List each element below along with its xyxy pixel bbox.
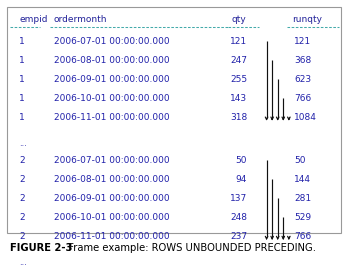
Text: 1: 1: [19, 37, 25, 46]
Text: ...: ...: [19, 258, 27, 267]
Text: 529: 529: [294, 213, 311, 222]
Text: 2006-07-01 00:00:00.000: 2006-07-01 00:00:00.000: [54, 37, 169, 46]
Text: Frame example: ROWS UNBOUNDED PRECEDING.: Frame example: ROWS UNBOUNDED PRECEDING.: [62, 243, 316, 253]
Text: 2006-07-01 00:00:00.000: 2006-07-01 00:00:00.000: [54, 156, 169, 165]
Text: runqty: runqty: [292, 15, 322, 24]
Text: FIGURE 2-3: FIGURE 2-3: [10, 243, 73, 253]
Text: 137: 137: [230, 194, 247, 203]
Text: 2006-11-01 00:00:00.000: 2006-11-01 00:00:00.000: [54, 232, 169, 241]
Text: 144: 144: [294, 175, 311, 184]
Text: 248: 248: [230, 213, 247, 222]
Text: ordermonth: ordermonth: [54, 15, 108, 24]
Text: 1: 1: [19, 56, 25, 65]
Text: 766: 766: [294, 94, 311, 103]
Text: 237: 237: [230, 232, 247, 241]
Text: 623: 623: [294, 75, 311, 84]
Text: 1: 1: [19, 113, 25, 122]
Text: 766: 766: [294, 232, 311, 241]
Text: 2006-10-01 00:00:00.000: 2006-10-01 00:00:00.000: [54, 213, 169, 222]
Text: 121: 121: [294, 37, 311, 46]
Text: 143: 143: [230, 94, 247, 103]
Text: 2: 2: [19, 232, 25, 241]
Text: 2006-09-01 00:00:00.000: 2006-09-01 00:00:00.000: [54, 75, 169, 84]
Text: 2: 2: [19, 194, 25, 203]
Text: 318: 318: [230, 113, 247, 122]
Text: 1084: 1084: [294, 113, 317, 122]
Text: 2: 2: [19, 156, 25, 165]
Text: 2006-08-01 00:00:00.000: 2006-08-01 00:00:00.000: [54, 56, 169, 65]
Text: 2006-09-01 00:00:00.000: 2006-09-01 00:00:00.000: [54, 194, 169, 203]
Text: 281: 281: [294, 194, 311, 203]
Text: 368: 368: [294, 56, 311, 65]
FancyBboxPatch shape: [7, 7, 341, 233]
Text: 2006-10-01 00:00:00.000: 2006-10-01 00:00:00.000: [54, 94, 169, 103]
Text: 2: 2: [19, 175, 25, 184]
Text: empid: empid: [19, 15, 48, 24]
Text: 2006-08-01 00:00:00.000: 2006-08-01 00:00:00.000: [54, 175, 169, 184]
Text: 121: 121: [230, 37, 247, 46]
Text: 1: 1: [19, 75, 25, 84]
Text: 247: 247: [230, 56, 247, 65]
Text: 255: 255: [230, 75, 247, 84]
Text: qty: qty: [231, 15, 246, 24]
Text: 50: 50: [236, 156, 247, 165]
Text: ...: ...: [19, 139, 27, 148]
Text: 2006-11-01 00:00:00.000: 2006-11-01 00:00:00.000: [54, 113, 169, 122]
Text: 2: 2: [19, 213, 25, 222]
Text: 94: 94: [236, 175, 247, 184]
Text: 50: 50: [294, 156, 306, 165]
Text: 1: 1: [19, 94, 25, 103]
